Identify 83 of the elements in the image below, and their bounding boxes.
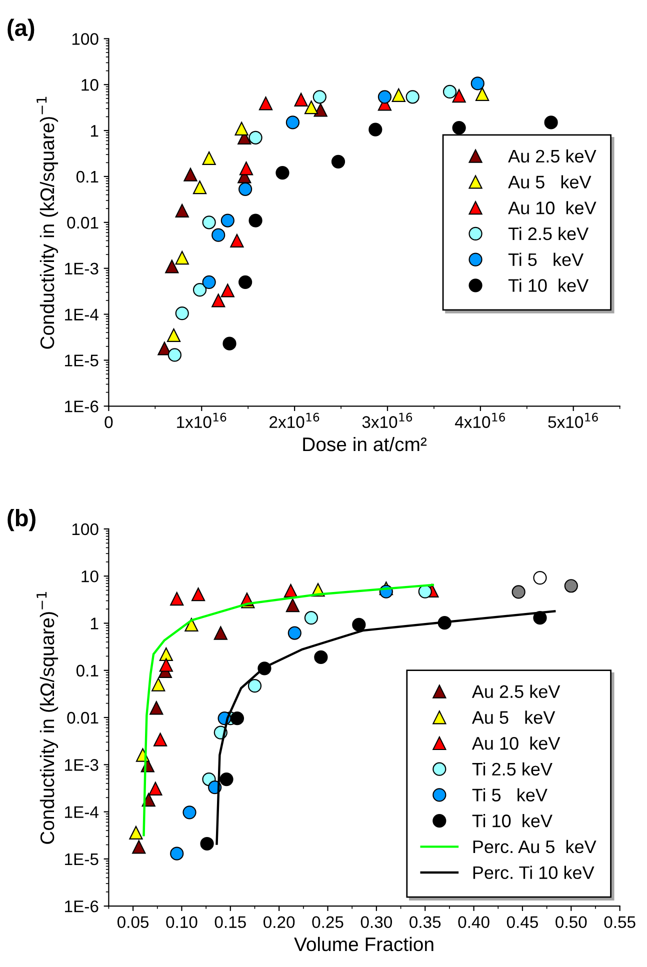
legend-label: Ti 5 keV [508,252,584,266]
point [132,840,146,854]
y-tick-label: 100 [72,33,98,45]
chart-title: (a) [8,18,34,41]
point [159,658,173,672]
x-tick-label: 2x10$^{16}$ [270,412,320,428]
legend-label: Au 5 keV [472,710,556,724]
point [170,846,184,860]
point [418,584,432,598]
point [150,701,164,715]
y-tick-label: 100 [72,523,98,536]
point [129,826,143,840]
point [200,836,214,851]
point [191,588,206,602]
legend-label: Au 2.5 keV [472,684,560,698]
x-tick-label: 0.25 [312,916,344,928]
x-tick-label: 0.15 [214,916,246,928]
y-tick-label: 0.01 [67,712,98,724]
point [220,772,234,786]
x-tick-label: 0.05 [117,916,149,928]
point [153,732,168,746]
y-tick-label: 0.01 [67,216,98,229]
point [184,618,198,632]
x-tick-label: 1x10$^{16}$ [177,412,226,428]
legend-label: Ti 2.5 keV [472,762,552,776]
chart-title: (b) [8,509,36,532]
x-tick-label: 0.35 [410,916,441,928]
x-axis-title: Dose in at/cm² [303,436,427,452]
legend-label: Perc. Au 5 keV [473,840,596,854]
y-tick-label: 1E-3 [65,262,98,275]
x-tick-label: 0.45 [506,916,538,928]
legend-label: Ti 10 keV [472,814,552,828]
x-tick-label: 0 [104,416,113,428]
y-tick-label: 1E-6 [65,400,98,412]
point [533,570,547,585]
x-tick-label: 0.20 [264,916,295,928]
point [152,678,166,692]
point [182,806,196,820]
y-tick-label: 0.1 [76,664,98,677]
legend-label: Ti 10 keV [508,278,589,292]
legend-label: Au 2.5 keV [508,149,596,163]
y-tick-label: 1E-5 [65,354,98,366]
x-tick-label: 0.30 [360,916,392,928]
point [288,626,302,640]
point [170,592,184,606]
x-tick-label: 4x10$^{16}$ [454,412,506,428]
y-axis-title: Conductivity in (kΩ/square)$^{−1}$ [36,96,58,349]
y-tick-label: 1E-4 [65,308,98,320]
point [286,598,300,612]
x-tick-label: 0.55 [604,916,636,928]
y-tick-label: 1E-4 [65,806,98,818]
x-axis-title: Volume Fraction [294,936,434,952]
x-tick-label: 3x10$^{16}$ [362,412,412,428]
y-tick-label: 1E-5 [65,854,98,866]
legend-label: Au 10 keV [508,201,596,214]
point [564,579,578,593]
legend-label: Au 5 keV [508,175,592,188]
point [148,782,162,796]
x-tick-label: 5x10$^{16}$ [548,412,598,428]
y-tick-label: 1E-6 [65,900,98,912]
point [352,618,366,632]
point [248,679,262,693]
legend-label: Perc. Ti 10 keV [473,866,594,880]
point [512,585,526,599]
y-tick-label: 10 [82,79,98,91]
y-tick-label: 0.1 [76,170,98,183]
x-tick-label: 0.40 [458,916,490,928]
point [214,626,228,640]
x-tick-label: 0.10 [166,916,198,928]
y-tick-label: 1 [90,618,98,630]
point [284,584,298,598]
point [314,650,328,664]
legend-label: Au 10 keV [472,736,560,750]
point [230,712,244,726]
x-tick-label: 0.50 [556,916,587,928]
point [159,647,173,662]
y-tick-label: 1E-3 [65,759,98,771]
legend-label: Ti 5 keV [472,788,548,802]
y-tick-label: 10 [82,570,98,582]
y-tick-label: 1 [90,125,98,137]
point [304,611,318,625]
legend-label: Ti 2.5 keV [508,226,589,240]
y-axis-title: Conductivity in (kΩ/square)$^{−1}$ [36,592,58,844]
